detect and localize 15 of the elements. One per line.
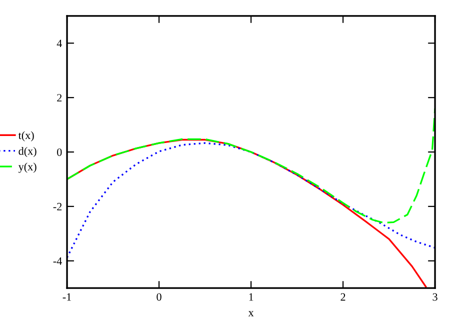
x-tick-label: -1 (62, 293, 71, 301)
y-tick-label: 0 (57, 148, 62, 156)
y-tick-label: 4 (56, 40, 62, 48)
x-axis-title: x (248, 311, 254, 316)
y-tick-label: 2 (57, 94, 62, 102)
x-tick-label: 0 (156, 293, 162, 301)
line-series (67, 142, 436, 258)
x-tick-label: 3 (432, 293, 438, 301)
legend-label: y(x) (18, 162, 36, 173)
legend-label: d(x) (18, 146, 36, 158)
x-tick-label: 2 (340, 293, 346, 301)
y-tick-label: -4 (53, 257, 62, 265)
legend-label: t(x) (18, 131, 34, 142)
x-tick-label: 1 (249, 293, 254, 301)
y-tick-label: -2 (53, 202, 62, 210)
